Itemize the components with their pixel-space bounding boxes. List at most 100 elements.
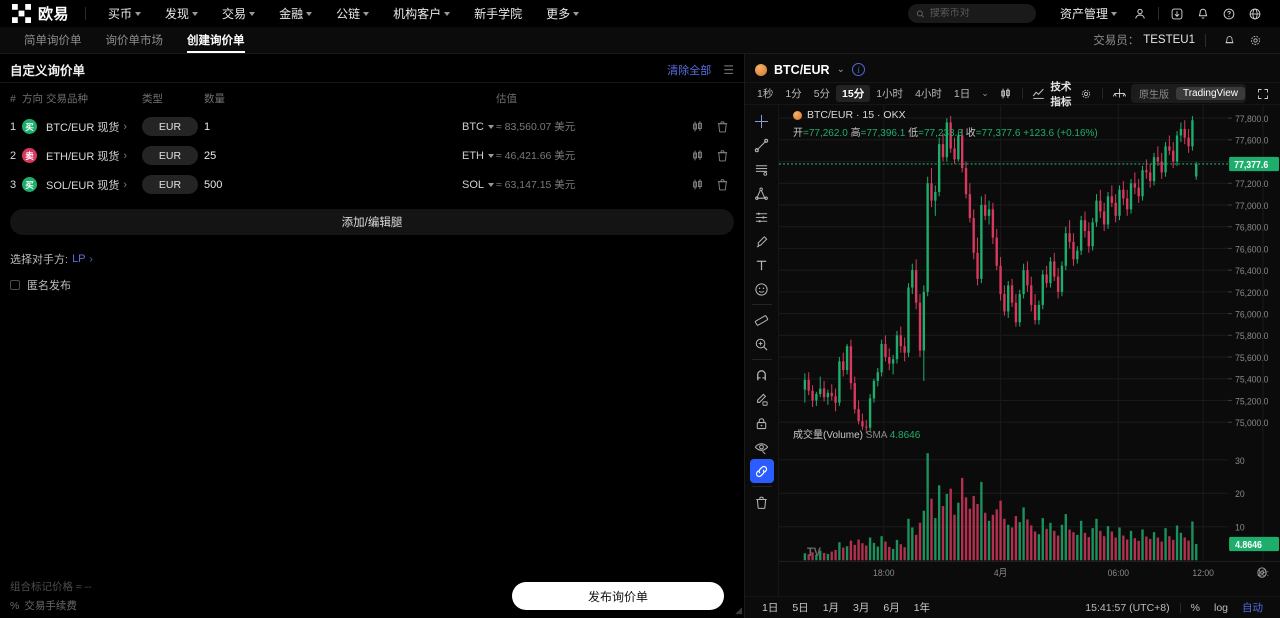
add-edit-leg-button[interactable]: 添加/编辑腿 — [10, 209, 734, 235]
unit-cell[interactable]: BTC — [440, 112, 496, 141]
measure-icon[interactable] — [750, 308, 774, 332]
candlestick-chart-svg[interactable]: 77,800.077,600.077,400.077,200.077,000.0… — [779, 105, 1280, 596]
tab-rfq-market[interactable]: 询价单市场 — [94, 27, 176, 53]
timeframe-1h[interactable]: 1小时 — [876, 88, 904, 100]
quantity-input[interactable] — [204, 120, 440, 133]
notifications-button[interactable] — [1190, 3, 1216, 25]
trash-icon[interactable] — [716, 149, 729, 162]
direction-cell[interactable]: 买 — [22, 112, 46, 141]
chart-settings-button[interactable] — [1075, 88, 1097, 100]
nav-item-institutional[interactable]: 机构客户 — [381, 5, 462, 22]
chart-plot-region[interactable]: 77,800.077,600.077,400.077,200.077,000.0… — [779, 105, 1280, 596]
fib-retracement-icon[interactable] — [750, 205, 774, 229]
range-5d[interactable]: 5日 — [792, 602, 809, 614]
trend-line-icon[interactable] — [750, 133, 774, 157]
language-button[interactable] — [1242, 3, 1268, 25]
brand-logo[interactable]: 欧易 — [12, 3, 69, 24]
type-pill[interactable]: EUR — [142, 146, 198, 165]
type-cell[interactable]: EUR — [142, 170, 204, 199]
view-mode-native[interactable]: 原生版 — [1138, 90, 1169, 101]
crosshair-icon[interactable] — [750, 109, 774, 133]
help-button[interactable] — [1216, 3, 1242, 25]
download-button[interactable] — [1164, 3, 1190, 25]
asset-management-menu[interactable]: 资产管理 — [1050, 5, 1127, 22]
candlestick-type-icon[interactable] — [994, 87, 1017, 100]
clear-all-button[interactable]: 清除全部 — [667, 64, 712, 77]
resize-handle[interactable]: ◢ — [735, 605, 742, 615]
info-icon[interactable]: i — [851, 63, 865, 76]
anonymous-publish-row[interactable]: 匿名发布 — [0, 267, 744, 293]
nav-item-more[interactable]: 更多 — [534, 5, 591, 22]
candlestick-icon[interactable] — [691, 149, 704, 162]
search-input[interactable] — [929, 8, 1028, 19]
nav-item-trade[interactable]: 交易 — [210, 5, 267, 22]
quantity-input[interactable] — [204, 149, 440, 162]
type-pill[interactable]: EUR — [142, 117, 198, 136]
symbol-cell[interactable]: BTC/EUR 现货 › — [46, 112, 142, 141]
scale-percent-toggle[interactable]: % — [1190, 601, 1200, 614]
direction-cell[interactable]: 买 — [22, 170, 46, 199]
publish-rfq-button[interactable]: 发布询价单 — [512, 582, 724, 610]
nav-item-academy[interactable]: 新手学院 — [462, 5, 534, 22]
timeframe-1d[interactable]: 1日 — [953, 88, 971, 100]
quantity-input[interactable] — [204, 178, 440, 191]
nav-item-finance[interactable]: 金融 — [267, 5, 324, 22]
alert-button[interactable] — [1216, 29, 1242, 51]
zoom-in-icon[interactable] — [750, 332, 774, 356]
type-cell[interactable]: EUR — [142, 141, 204, 170]
emoji-icon[interactable] — [750, 277, 774, 301]
direction-cell[interactable]: 卖 — [22, 141, 46, 170]
timeframe-1s[interactable]: 1秒 — [757, 88, 774, 100]
range-3mo[interactable]: 3月 — [853, 602, 870, 614]
settings-button[interactable] — [1242, 29, 1268, 51]
candlestick-icon[interactable] — [691, 178, 704, 191]
range-1mo[interactable]: 1月 — [822, 602, 840, 614]
indicator-icon[interactable] — [1027, 87, 1050, 100]
timeframe-1m[interactable]: 1分 — [785, 88, 802, 100]
timeframe-4h[interactable]: 4小时 — [915, 88, 942, 100]
nav-item-chain[interactable]: 公链 — [324, 5, 381, 22]
quantity-cell[interactable] — [204, 112, 440, 141]
trash-icon[interactable] — [716, 120, 729, 133]
lock-icon[interactable] — [750, 411, 774, 435]
tab-create-rfq[interactable]: 创建询价单 — [175, 27, 257, 53]
fullscreen-icon[interactable] — [1252, 88, 1274, 100]
range-1y[interactable]: 1年 — [913, 602, 931, 614]
nav-item-buy-crypto[interactable]: 买币 — [96, 5, 153, 22]
chevron-down-icon[interactable]: ⌄ — [836, 64, 845, 75]
type-cell[interactable]: EUR — [142, 112, 204, 141]
candlestick-icon[interactable] — [691, 120, 704, 133]
scale-auto-toggle[interactable]: 自动 — [1242, 602, 1263, 614]
type-pill[interactable]: EUR — [142, 175, 198, 194]
anonymous-checkbox[interactable] — [10, 280, 20, 290]
range-6mo[interactable]: 6月 — [883, 602, 900, 614]
timeframe-5m[interactable]: 5分 — [813, 88, 831, 100]
range-1d[interactable]: 1日 — [762, 602, 779, 614]
trash-icon[interactable] — [750, 490, 774, 514]
view-mode-tradingview[interactable]: TradingView — [1175, 87, 1245, 100]
nav-item-discover[interactable]: 发现 — [153, 5, 210, 22]
search-box[interactable] — [907, 4, 1036, 23]
trash-icon[interactable] — [716, 178, 729, 191]
symbol-cell[interactable]: ETH/EUR 现货 › — [46, 141, 142, 170]
brush-icon[interactable] — [750, 229, 774, 253]
chevron-right-icon[interactable]: › — [89, 253, 93, 265]
quantity-cell[interactable] — [204, 170, 440, 199]
unit-cell[interactable]: ETH — [440, 141, 496, 170]
tab-simple-rfq[interactable]: 简单询价单 — [12, 27, 94, 53]
text-icon[interactable] — [750, 253, 774, 277]
magnet-icon[interactable] — [750, 363, 774, 387]
chevron-down-icon[interactable]: ⌄ — [981, 88, 989, 98]
quantity-cell[interactable] — [204, 141, 440, 170]
unit-cell[interactable]: SOL — [440, 170, 496, 199]
symbol-cell[interactable]: SOL/EUR 现货 › — [46, 170, 142, 199]
pencil-lock-icon[interactable] — [750, 387, 774, 411]
timeframe-15m[interactable]: 15分 — [836, 85, 871, 102]
user-account-button[interactable] — [1127, 3, 1153, 25]
eye-hide-icon[interactable] — [750, 435, 774, 459]
pitchfork-icon[interactable] — [750, 181, 774, 205]
indicators-label[interactable]: 技术指标 — [1050, 80, 1072, 108]
horizontal-lines-icon[interactable] — [750, 157, 774, 181]
scale-log-toggle[interactable]: log — [1213, 601, 1228, 614]
counterparty-value[interactable]: LP — [72, 253, 86, 265]
